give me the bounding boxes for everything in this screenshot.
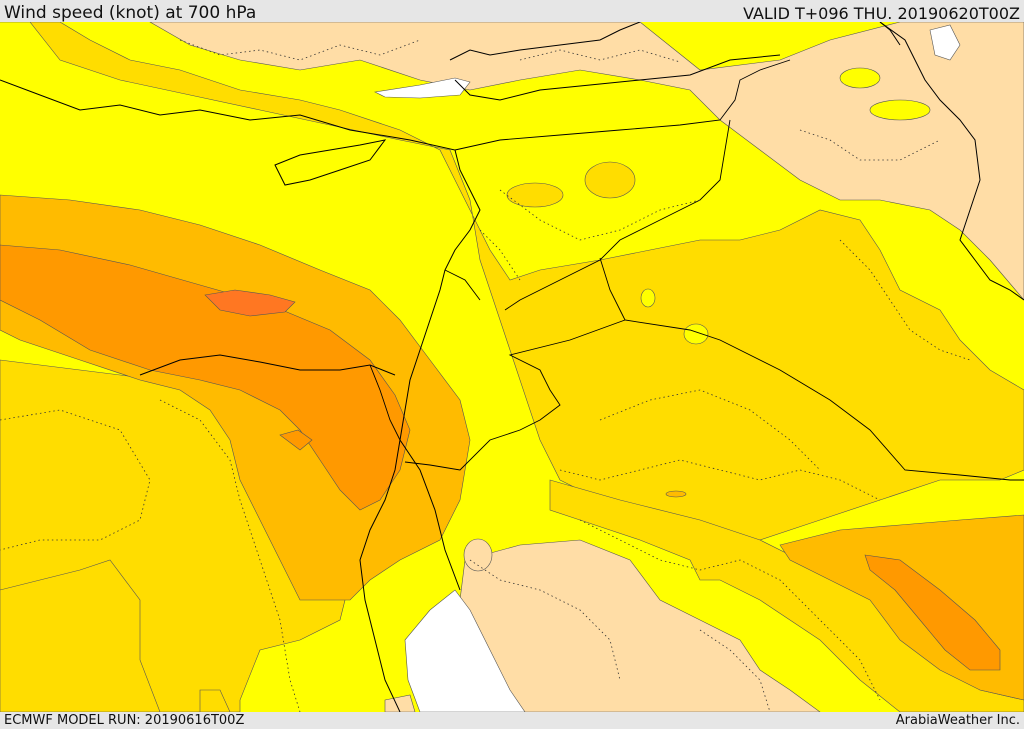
footer-bar: ECMWF MODEL RUN: 20190616T00Z ArabiaWeat… (0, 712, 1024, 729)
cell-syria-1 (584, 161, 636, 199)
band-core-med (204, 289, 296, 317)
cell-north-2 (869, 99, 931, 121)
band-gold-west (0, 22, 1024, 541)
cell-iraq-1 (683, 323, 709, 345)
band-gold-arabia (549, 479, 1024, 712)
band-deep-orange-arabia (864, 554, 1001, 671)
valid-time: VALID T+096 THU. 20190620T00Z (743, 4, 1020, 23)
red-sea-no-data (404, 589, 526, 712)
cell-saudi-1 (665, 490, 687, 498)
weak-wind-north (149, 22, 1024, 301)
wind-speed-map-svg (0, 22, 1024, 712)
cell-egypt-1 (463, 538, 493, 572)
coastlines (0, 22, 1024, 712)
black-sea-no-data (374, 77, 471, 99)
model-run-label: ECMWF MODEL RUN: 20190616T00Z (4, 713, 245, 728)
weather-map[interactable] (0, 22, 1024, 712)
weak-wind-small-1 (384, 694, 416, 712)
borders (369, 59, 1024, 481)
map-title: Wind speed (knot) at 700 hPa (4, 3, 257, 23)
cell-syria-2 (506, 182, 564, 208)
band-core-sinai (279, 429, 313, 451)
header-bar: Wind speed (knot) at 700 hPa VALID T+096… (0, 0, 1024, 23)
cell-north-1 (839, 67, 881, 89)
credit-label: ArabiaWeather Inc. (895, 713, 1020, 728)
caspian-no-data (929, 24, 961, 61)
cell-jordan-1 (640, 288, 656, 308)
admin-boundaries (0, 39, 971, 712)
